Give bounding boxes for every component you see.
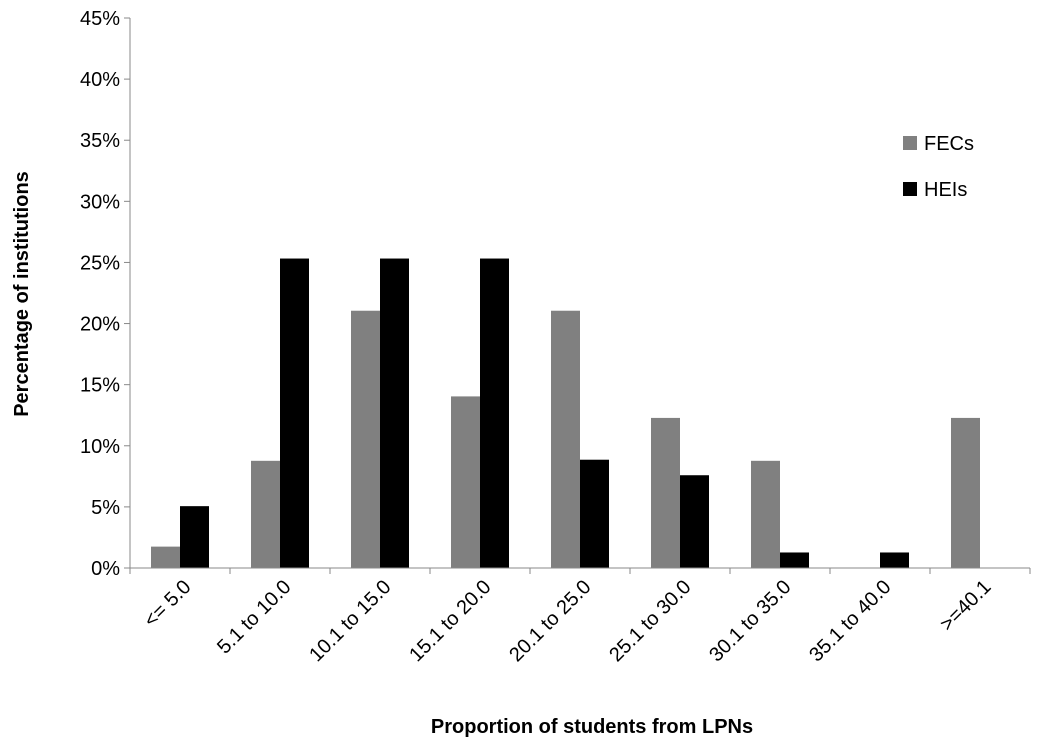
y-tick-label: 5% [91, 497, 120, 519]
bar-heis-5 [680, 475, 709, 568]
bar-fecs-1 [251, 460, 280, 568]
legend-swatch-fecs [903, 136, 917, 150]
legend: FECs HEIs [903, 133, 974, 201]
y-tick-label: 10% [80, 436, 120, 458]
bar-heis-3 [480, 258, 509, 568]
x-tick-label: 35.1 to 40.0 [805, 576, 895, 666]
x-axis-title: Proportion of students from LPNs [431, 716, 753, 738]
bar-heis-2 [380, 258, 409, 568]
y-tick-label: 0% [91, 558, 120, 580]
bar-fecs-2 [351, 310, 380, 568]
x-tick-label: 10.1 to 15.0 [305, 576, 395, 666]
x-tick-label: >=40.1 [936, 576, 996, 636]
y-axis: 0% 5% 10% 15% 20% 25% 30% 35% 40% 45% [80, 8, 131, 580]
y-tick-label: 15% [80, 375, 120, 397]
x-tick-label: 25.1 to 30.0 [605, 576, 695, 666]
bar-heis-0 [180, 506, 209, 568]
bar-fecs-3 [451, 396, 480, 568]
y-tick-label: 30% [80, 191, 120, 213]
bar-fecs-5 [651, 417, 680, 568]
bar-fecs-0 [151, 546, 180, 568]
bar-heis-4 [580, 459, 609, 568]
x-tick-label: 30.1 to 35.0 [705, 576, 795, 666]
x-axis: <= 5.0 5.1 to 10.0 10.1 to 15.0 15.1 to 20.… [129, 567, 1031, 666]
y-tick-label: 25% [80, 252, 120, 274]
bar-heis-6 [780, 552, 809, 568]
bar-heis-7 [880, 552, 909, 568]
x-tick-label: 15.1 to 20.0 [405, 576, 495, 666]
y-tick-label: 45% [80, 8, 120, 30]
legend-label-heis: HEIs [924, 179, 967, 201]
y-axis-title: Percentage of institutions [11, 171, 33, 417]
x-tick-label: <= 5.0 [140, 576, 196, 632]
legend-label-fecs: FECs [924, 133, 974, 155]
y-tick-label: 35% [80, 130, 120, 152]
legend-swatch-heis [903, 182, 917, 196]
bar-fecs-4 [551, 310, 580, 568]
x-tick-label: 5.1 to 10.0 [213, 576, 295, 658]
y-tick-label: 20% [80, 314, 120, 336]
bars-group [151, 258, 980, 568]
bar-heis-1 [280, 258, 309, 568]
bar-fecs-8 [951, 417, 980, 568]
bar-fecs-6 [751, 460, 780, 568]
x-tick-label: 20.1 to 25.0 [505, 576, 595, 666]
y-tick-label: 40% [80, 69, 120, 91]
